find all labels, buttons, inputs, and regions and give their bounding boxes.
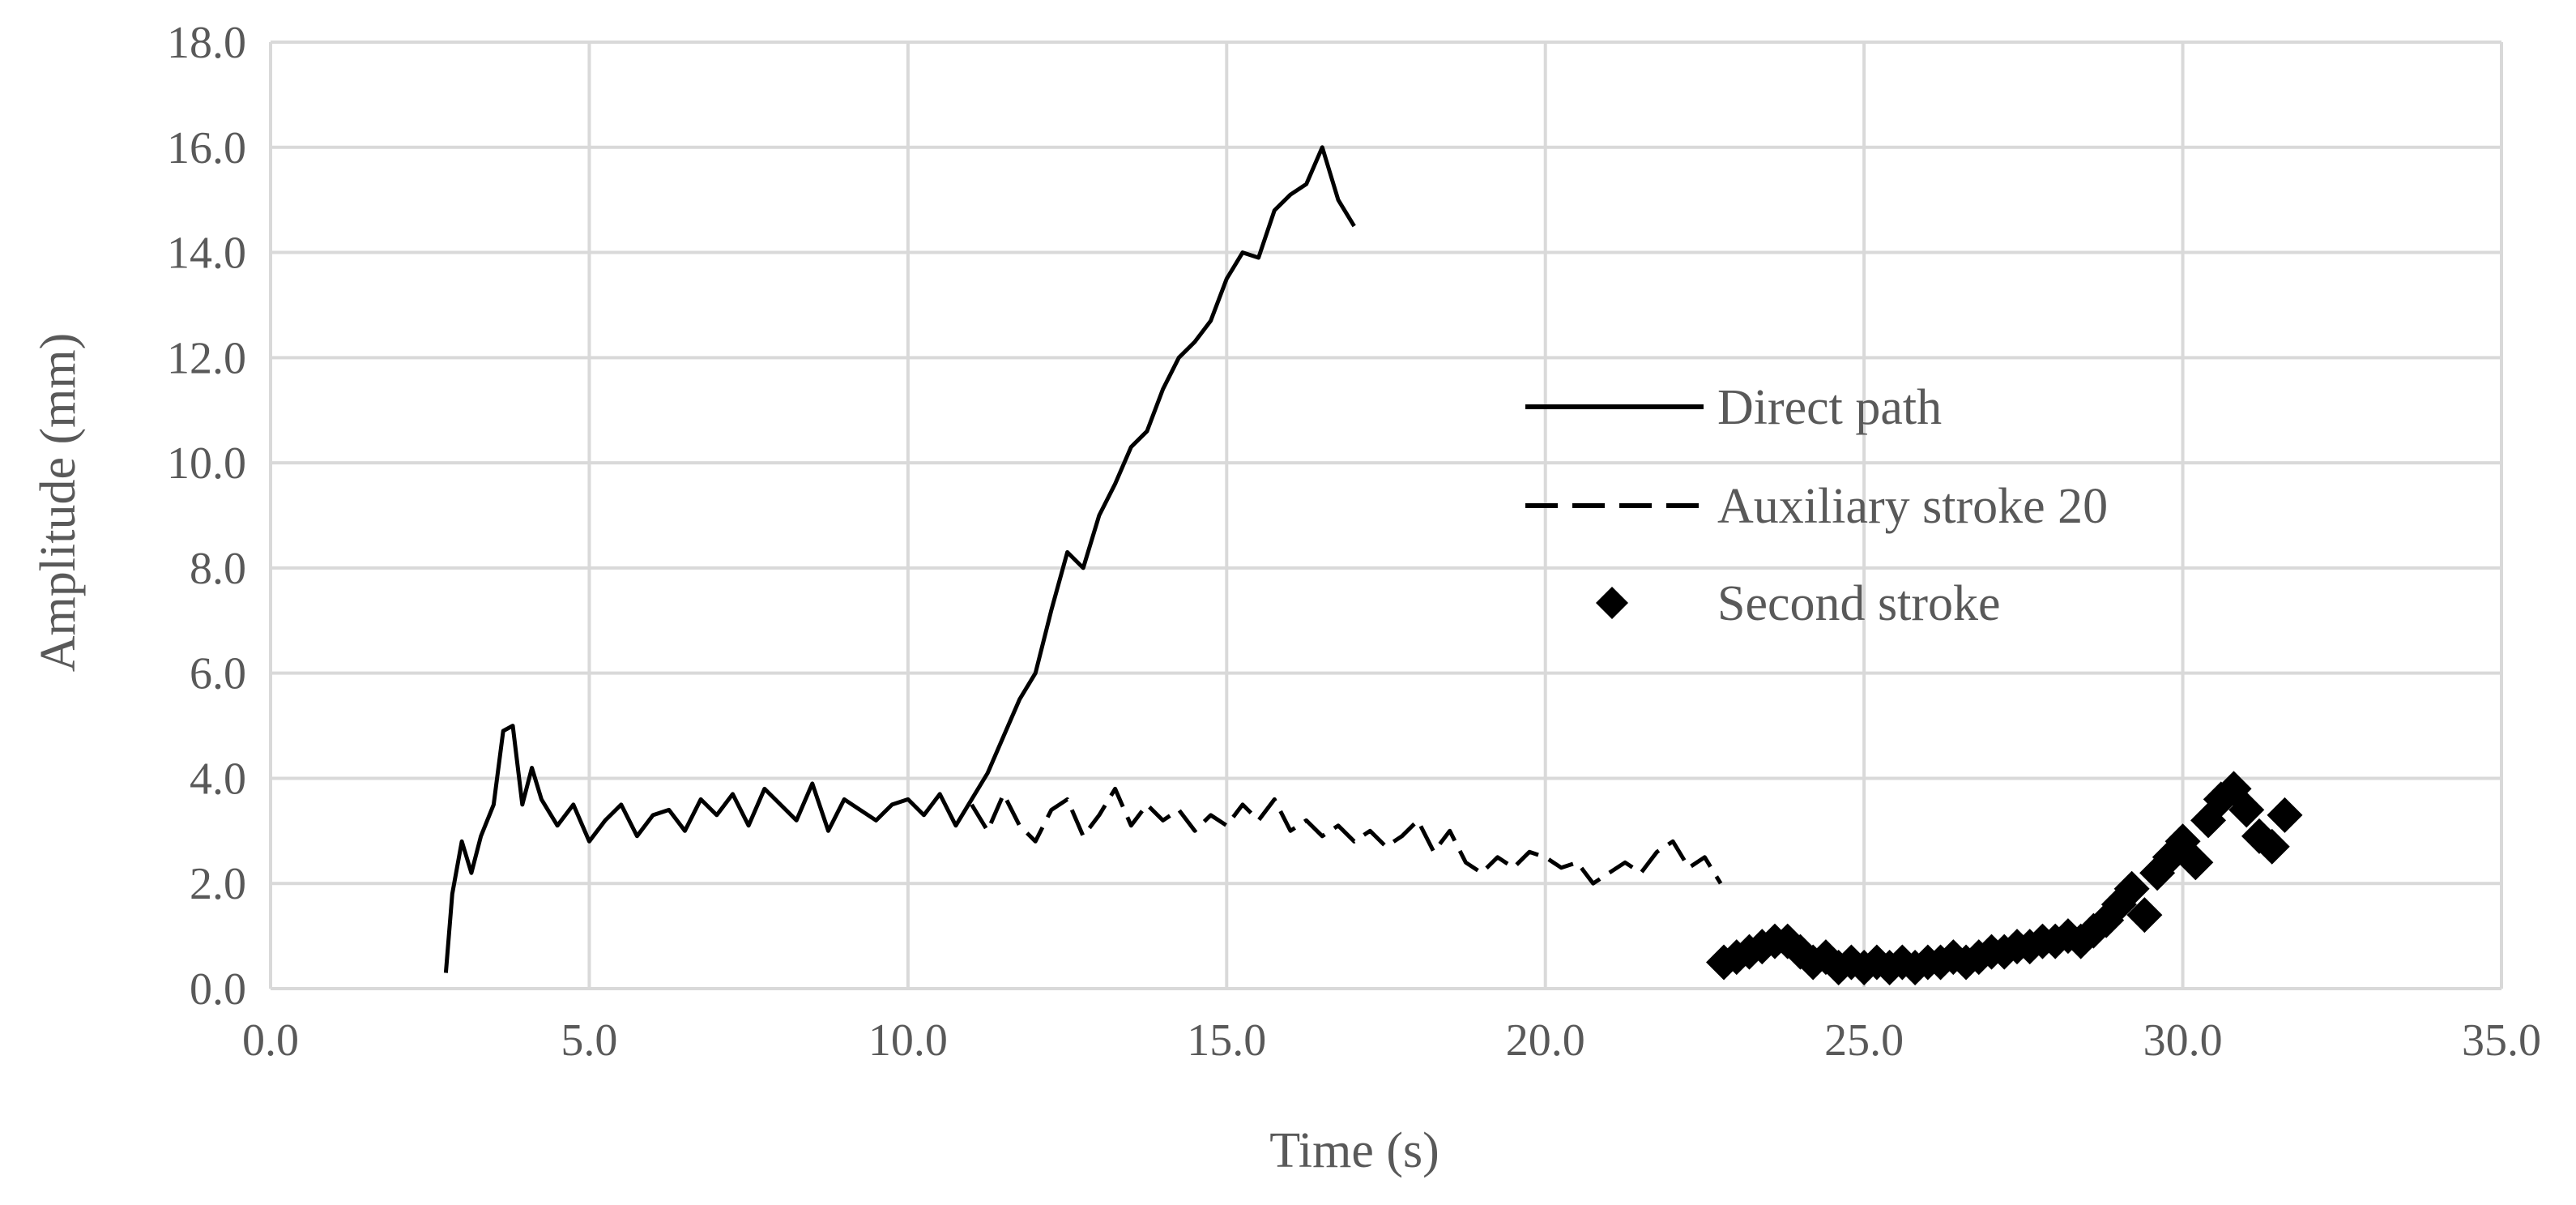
y-tick-label: 10.0 bbox=[167, 438, 246, 489]
y-tick-label: 0.0 bbox=[190, 964, 246, 1015]
data-point-diamond bbox=[2113, 870, 2150, 907]
legend-swatch-diamond-marker bbox=[1596, 587, 1628, 619]
data-point-diamond bbox=[2177, 844, 2214, 881]
data-point-diamond bbox=[2228, 792, 2265, 828]
legend-item-direct-path: Direct path bbox=[1525, 380, 1942, 435]
x-tick-label: 5.0 bbox=[561, 1015, 617, 1066]
axes bbox=[269, 42, 2501, 990]
tick-labels: 0.0 5.0 10.0 15.0 20.0 25.0 30.0 35.0 0.0 2.0 4.0 6… bbox=[167, 18, 2541, 1066]
y-axis-title: Amplitude (mm) bbox=[31, 333, 86, 672]
x-axis-title: Time (s) bbox=[1269, 1123, 1439, 1178]
data-point-diamond bbox=[2254, 828, 2290, 865]
series-line bbox=[970, 786, 1723, 886]
x-tick-label: 35.0 bbox=[2462, 1015, 2541, 1066]
grid-lines bbox=[271, 41, 2503, 989]
data-series bbox=[443, 145, 2303, 986]
x-tick-label: 25.0 bbox=[1824, 1015, 1904, 1066]
y-tick-label: 14.0 bbox=[167, 229, 246, 279]
legend: Direct path Auxiliary stroke 20 Second s… bbox=[1525, 380, 2108, 631]
x-tick-label: 30.0 bbox=[2143, 1015, 2223, 1066]
x-tick-label: 15.0 bbox=[1187, 1015, 1266, 1066]
y-tick-label: 16.0 bbox=[167, 123, 246, 173]
y-tick-label: 12.0 bbox=[167, 333, 246, 383]
legend-item-auxiliary-stroke: Auxiliary stroke 20 bbox=[1525, 479, 2108, 534]
data-point-diamond bbox=[2126, 897, 2163, 934]
series-second-stroke bbox=[1706, 771, 2303, 986]
x-tick-label: 20.0 bbox=[1506, 1015, 1585, 1066]
y-tick-label: 2.0 bbox=[190, 859, 246, 909]
x-tick-label: 0.0 bbox=[242, 1015, 299, 1066]
y-tick-label: 18.0 bbox=[167, 18, 246, 68]
series-direct-path bbox=[443, 145, 1356, 973]
legend-label-direct-path: Direct path bbox=[1717, 380, 1942, 435]
legend-label-auxiliary-stroke: Auxiliary stroke 20 bbox=[1717, 479, 2108, 534]
legend-label-second-stroke: Second stroke bbox=[1717, 576, 2001, 631]
x-tick-label: 10.0 bbox=[868, 1015, 948, 1066]
series-line bbox=[443, 145, 1356, 973]
y-tick-label: 8.0 bbox=[190, 544, 246, 594]
y-tick-label: 4.0 bbox=[190, 754, 246, 804]
legend-item-second-stroke: Second stroke bbox=[1596, 576, 2001, 631]
data-point-diamond bbox=[2267, 797, 2303, 833]
series-auxiliary-stroke-20 bbox=[970, 786, 1723, 886]
y-tick-label: 6.0 bbox=[190, 649, 246, 699]
